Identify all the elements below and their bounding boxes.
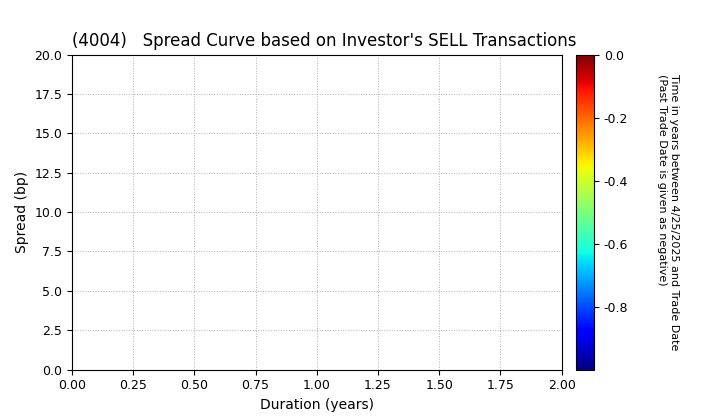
Text: (4004)   Spread Curve based on Investor's SELL Transactions: (4004) Spread Curve based on Investor's … (72, 32, 577, 50)
Text: Time in years between 4/25/2025 and Trade Date
(Past Trade Date is given as nega: Time in years between 4/25/2025 and Trad… (657, 74, 679, 350)
Y-axis label: Spread (bp): Spread (bp) (15, 171, 29, 253)
X-axis label: Duration (years): Duration (years) (260, 398, 374, 412)
